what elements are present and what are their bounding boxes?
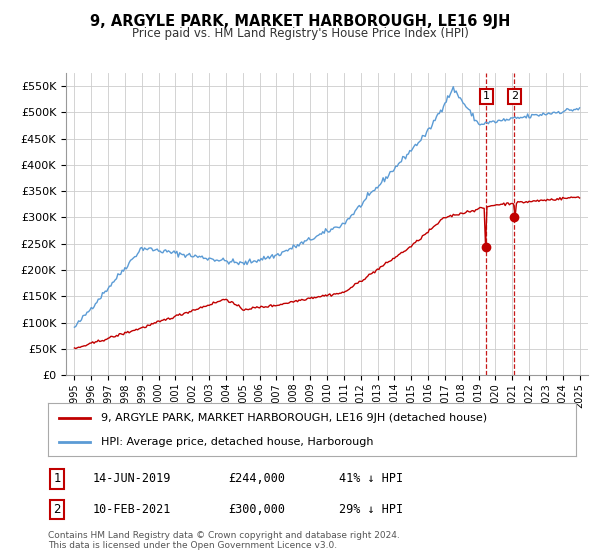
Text: 9, ARGYLE PARK, MARKET HARBOROUGH, LE16 9JH (detached house): 9, ARGYLE PARK, MARKET HARBOROUGH, LE16 … [101,413,487,423]
Text: 29% ↓ HPI: 29% ↓ HPI [339,503,403,516]
Text: Contains HM Land Registry data © Crown copyright and database right 2024.
This d: Contains HM Land Registry data © Crown c… [48,530,400,550]
Text: 14-JUN-2019: 14-JUN-2019 [93,472,172,486]
Text: £300,000: £300,000 [228,503,285,516]
Text: 10-FEB-2021: 10-FEB-2021 [93,503,172,516]
Text: £244,000: £244,000 [228,472,285,486]
Text: 2: 2 [511,91,518,101]
Text: 1: 1 [483,91,490,101]
Text: HPI: Average price, detached house, Harborough: HPI: Average price, detached house, Harb… [101,436,373,446]
Text: Price paid vs. HM Land Registry's House Price Index (HPI): Price paid vs. HM Land Registry's House … [131,27,469,40]
Text: 2: 2 [53,503,61,516]
Text: 1: 1 [53,472,61,486]
Text: 41% ↓ HPI: 41% ↓ HPI [339,472,403,486]
Text: 9, ARGYLE PARK, MARKET HARBOROUGH, LE16 9JH: 9, ARGYLE PARK, MARKET HARBOROUGH, LE16 … [90,14,510,29]
